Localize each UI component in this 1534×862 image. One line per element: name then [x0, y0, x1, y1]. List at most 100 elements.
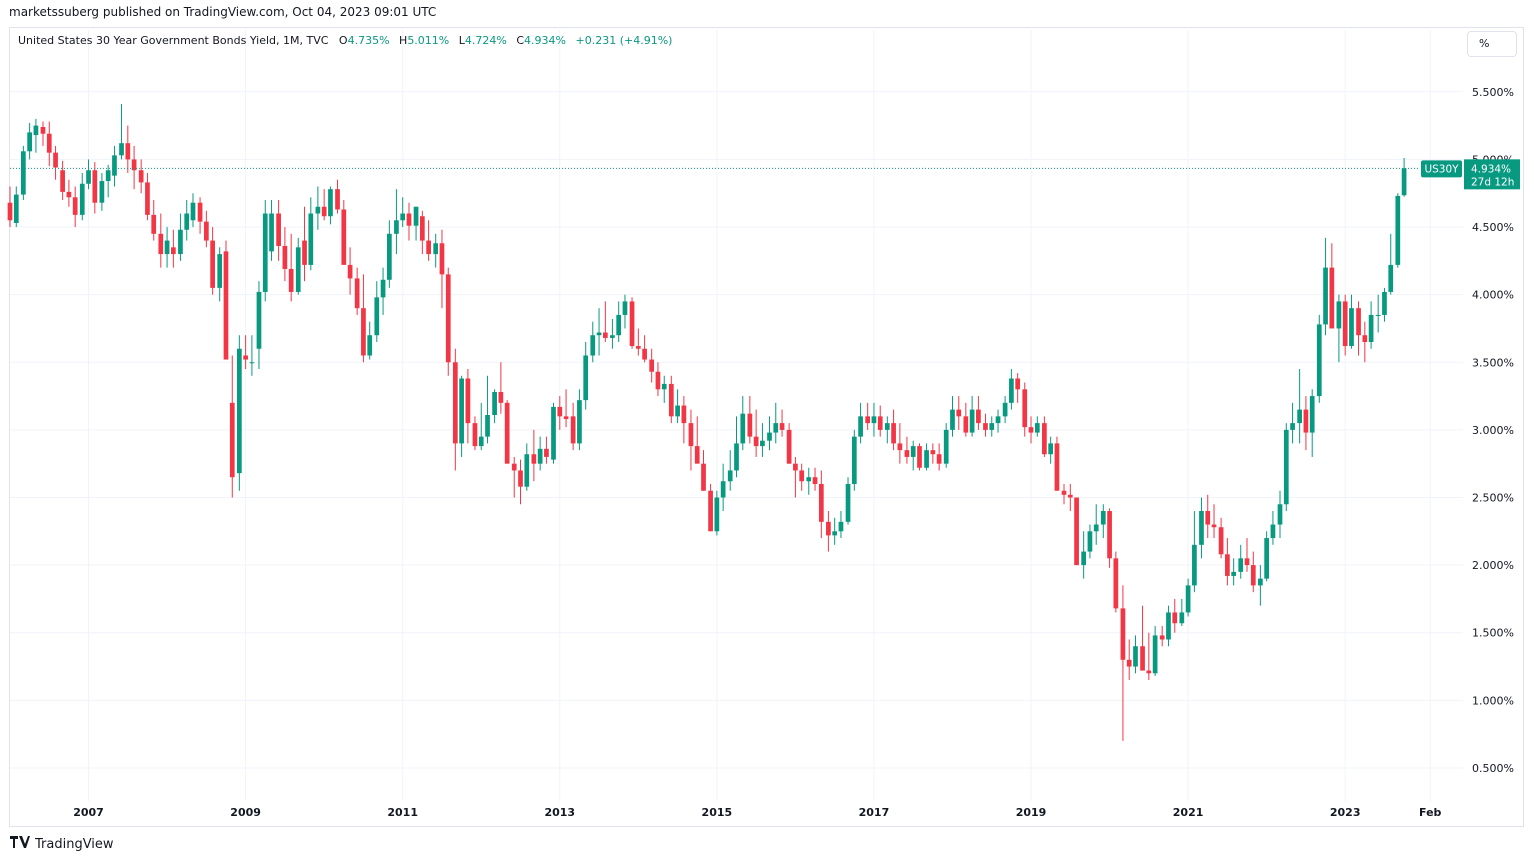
candle-body	[806, 477, 812, 482]
candle-body	[20, 151, 26, 195]
candle-body	[249, 362, 255, 364]
candle-body	[40, 126, 46, 134]
candle-body	[1140, 646, 1145, 671]
x-tick-label: 2021	[1173, 806, 1204, 819]
candle-body	[1015, 378, 1021, 390]
candle-body	[727, 470, 733, 482]
candle-body	[694, 446, 700, 464]
candle-body	[760, 440, 765, 447]
candle-body	[1192, 544, 1197, 586]
candle-body	[1172, 612, 1178, 624]
x-tick-label: 2013	[544, 806, 575, 819]
candle-body	[465, 378, 471, 424]
candle-body	[7, 202, 13, 221]
legend-change: +0.231 (+4.91%)	[575, 34, 673, 47]
x-tick-label: 2023	[1330, 806, 1361, 819]
symbol-tag-label: US30Y	[1424, 163, 1459, 175]
candle-body	[1290, 423, 1295, 430]
candle-body	[596, 332, 602, 336]
candle-body	[1152, 635, 1158, 674]
candle-body	[374, 297, 380, 336]
candle-body	[308, 213, 314, 265]
candle-body	[602, 332, 608, 338]
candle-body	[675, 405, 680, 417]
candle-body	[910, 446, 916, 457]
candle-body	[583, 355, 589, 401]
y-tick-label: 0.500%	[1472, 762, 1514, 775]
candle-body	[145, 182, 150, 215]
candle-body	[563, 416, 569, 420]
tradingview-logo-icon	[10, 836, 30, 852]
x-tick-label: 2009	[230, 806, 261, 819]
candle-body	[433, 243, 439, 255]
candle-body	[1336, 301, 1342, 329]
percent-scale-button[interactable]: %	[1467, 31, 1517, 57]
candle-body	[210, 240, 215, 288]
candle-body	[1395, 195, 1401, 265]
tradingview-logo[interactable]: TradingView	[10, 836, 114, 852]
candle-body	[400, 213, 406, 221]
y-tick-label: 4.000%	[1472, 289, 1514, 302]
candle-body	[858, 416, 863, 437]
candle-body	[46, 133, 52, 153]
candle-body	[445, 274, 451, 363]
candle-body	[976, 409, 981, 424]
candle-body	[92, 170, 98, 203]
candle-body	[1048, 443, 1054, 455]
candle-body	[321, 206, 327, 217]
candle-body	[1205, 511, 1211, 525]
candle-body	[256, 291, 262, 349]
candle-body	[518, 470, 523, 487]
candle-body	[1375, 314, 1381, 316]
candle-body	[439, 243, 445, 275]
candle-body	[773, 423, 779, 433]
candle-body	[989, 423, 995, 430]
candle-body	[1074, 497, 1079, 566]
candle-body	[871, 416, 877, 424]
candle-body	[459, 378, 464, 444]
candle-body	[877, 416, 883, 430]
candle-body	[13, 194, 19, 223]
candle-body	[818, 483, 824, 522]
candle-body	[557, 406, 563, 417]
candle-body	[524, 454, 530, 487]
candle-body	[452, 362, 458, 444]
y-tick-label: 5.500%	[1472, 86, 1514, 99]
candle-body	[904, 450, 910, 457]
candle-body	[779, 423, 785, 430]
candle-body	[66, 191, 72, 198]
candle-body	[943, 429, 949, 464]
candle-body	[1009, 378, 1014, 403]
candle-body	[610, 335, 615, 338]
candle-body	[53, 152, 58, 168]
candle-body	[1342, 301, 1348, 347]
candle-body	[1349, 308, 1354, 347]
candle-body	[406, 213, 412, 226]
chart-frame	[9, 27, 1524, 827]
candle-body	[426, 240, 431, 255]
candle-body	[386, 233, 392, 280]
candle-body	[171, 247, 176, 255]
candle-body	[217, 254, 223, 288]
candle-body	[845, 483, 851, 522]
candle-body	[950, 409, 955, 430]
candle-body	[708, 490, 713, 532]
legend-close-value: 4.934%	[524, 34, 566, 47]
candle-body	[190, 202, 196, 221]
candle-body	[1067, 494, 1073, 498]
candle-body	[1113, 558, 1119, 609]
candle-body	[347, 264, 353, 279]
x-tick-label: Feb	[1419, 806, 1442, 819]
candle-body	[302, 240, 307, 265]
candle-body	[747, 413, 753, 437]
y-tick-label: 2.000%	[1472, 559, 1514, 572]
candle-body	[158, 233, 164, 255]
candle-body	[197, 202, 203, 222]
candle-body	[1034, 423, 1040, 433]
candle-body	[1081, 551, 1087, 566]
candle-body	[1270, 524, 1276, 539]
candle-body	[380, 279, 386, 298]
candle-body	[544, 448, 549, 457]
candle-body	[1159, 635, 1165, 640]
